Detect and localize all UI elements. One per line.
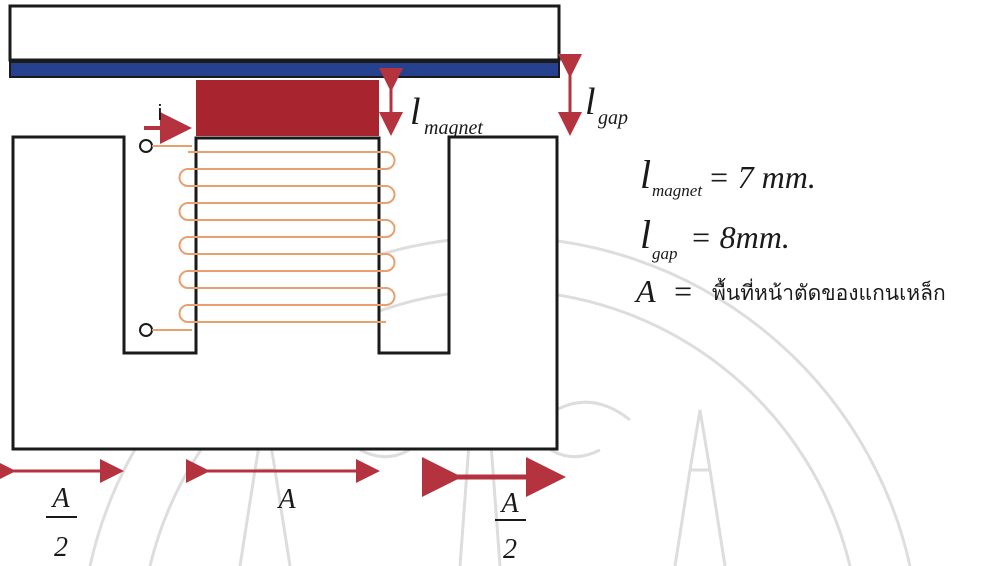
eq-gap-l: l [640, 212, 651, 257]
coil-loop [385, 151, 396, 170]
coil-loop [385, 287, 396, 306]
coil-loop [178, 304, 189, 323]
coil-loop [178, 202, 189, 221]
eq-magnet-sub: magnet [652, 181, 703, 200]
l-gap-symbol: l [585, 81, 596, 123]
terminal-top [139, 139, 153, 153]
eq-magnet-l: l [640, 152, 651, 197]
area-center-label: A [276, 484, 296, 515]
coil-loop [385, 219, 396, 238]
coil-winding [178, 151, 396, 323]
eq-gap-value: = 8mm. [690, 219, 790, 255]
top-plate-stripe [9, 61, 560, 78]
eq-area-description: พื้นที่หน้าตัดของแกนเหล็ก [712, 278, 946, 305]
eq-gap-sub: gap [652, 244, 678, 263]
coil-loop [178, 270, 189, 289]
coil-loop [178, 168, 189, 187]
l-magnet-subscript: magnet [424, 117, 483, 139]
current-label: i [158, 100, 163, 125]
equation-area: A = พื้นที่หน้าตัดของแกนเหล็ก [634, 273, 946, 309]
equation-gap: l gap = 8mm. [640, 212, 790, 263]
magnet-block [196, 80, 379, 136]
top-plate [8, 4, 561, 62]
half-area-left-denominator: 2 [54, 532, 68, 563]
l-magnet-symbol: l [410, 91, 421, 133]
coil-loop [385, 185, 396, 204]
coil-loop [385, 253, 396, 272]
half-area-right-denominator: 2 [503, 534, 517, 565]
equation-magnet: l magnet = 7 mm. [640, 152, 816, 200]
terminal-bottom [139, 323, 153, 337]
half-area-left-numerator: A [50, 483, 70, 514]
coil-loop [178, 236, 189, 255]
eq-area-symbol: A [634, 273, 656, 309]
eq-magnet-value: = 7 mm. [708, 159, 816, 195]
l-gap-subscript: gap [598, 107, 628, 129]
half-area-right-numerator: A [499, 488, 519, 519]
eq-area-equals: = [672, 273, 694, 309]
iron-core [11, 135, 559, 451]
